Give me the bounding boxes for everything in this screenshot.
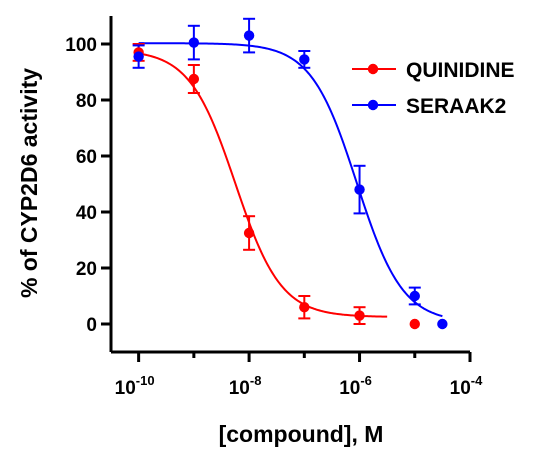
legend-marker: [367, 99, 379, 111]
x-tick-label: 10-10: [115, 373, 155, 399]
fit-curve-quinidine: [138, 52, 388, 318]
data-point-quinidine: [409, 318, 420, 330]
data-point-seraak2: [133, 51, 144, 62]
data-point-seraak2: [354, 184, 365, 195]
fit-curves: [138, 42, 443, 318]
data-point-seraak2: [409, 290, 420, 302]
data-points: [133, 30, 448, 330]
y-axis-title: % of CYP2D6 activity: [16, 68, 42, 298]
y-tick-label: 0: [86, 315, 97, 336]
legend-label: SERAAK2: [406, 95, 506, 118]
data-point-quinidine: [299, 302, 310, 313]
x-axis: 10-10 10-8 10-6 10-4: [111, 350, 483, 399]
x-tick-label: 10-6: [339, 373, 372, 399]
data-point-quinidine: [354, 310, 365, 321]
y-tick-label: 40: [76, 203, 97, 224]
data-point-quinidine: [243, 227, 255, 239]
data-point-seraak2: [188, 37, 200, 48]
data-point-seraak2: [299, 54, 310, 65]
y-axis: 0 20 40 60 80 100: [65, 16, 113, 352]
legend: QUINIDINE SERAAK2: [352, 59, 515, 118]
x-tick-label: 10-4: [450, 373, 483, 399]
y-tick-label: 100: [65, 35, 97, 56]
y-tick-label: 20: [76, 259, 97, 280]
legend-label: QUINIDINE: [406, 59, 515, 82]
data-point-seraak2: [437, 318, 448, 330]
legend-marker: [367, 63, 379, 75]
data-point-seraak2: [243, 30, 255, 41]
y-tick-label: 80: [76, 91, 97, 112]
y-tick-label: 60: [76, 147, 97, 168]
x-axis-title: [compound], M: [219, 421, 384, 447]
fit-curve-seraak2: [138, 42, 443, 318]
x-tick-label: 10-8: [229, 373, 262, 399]
data-point-quinidine: [188, 73, 200, 85]
